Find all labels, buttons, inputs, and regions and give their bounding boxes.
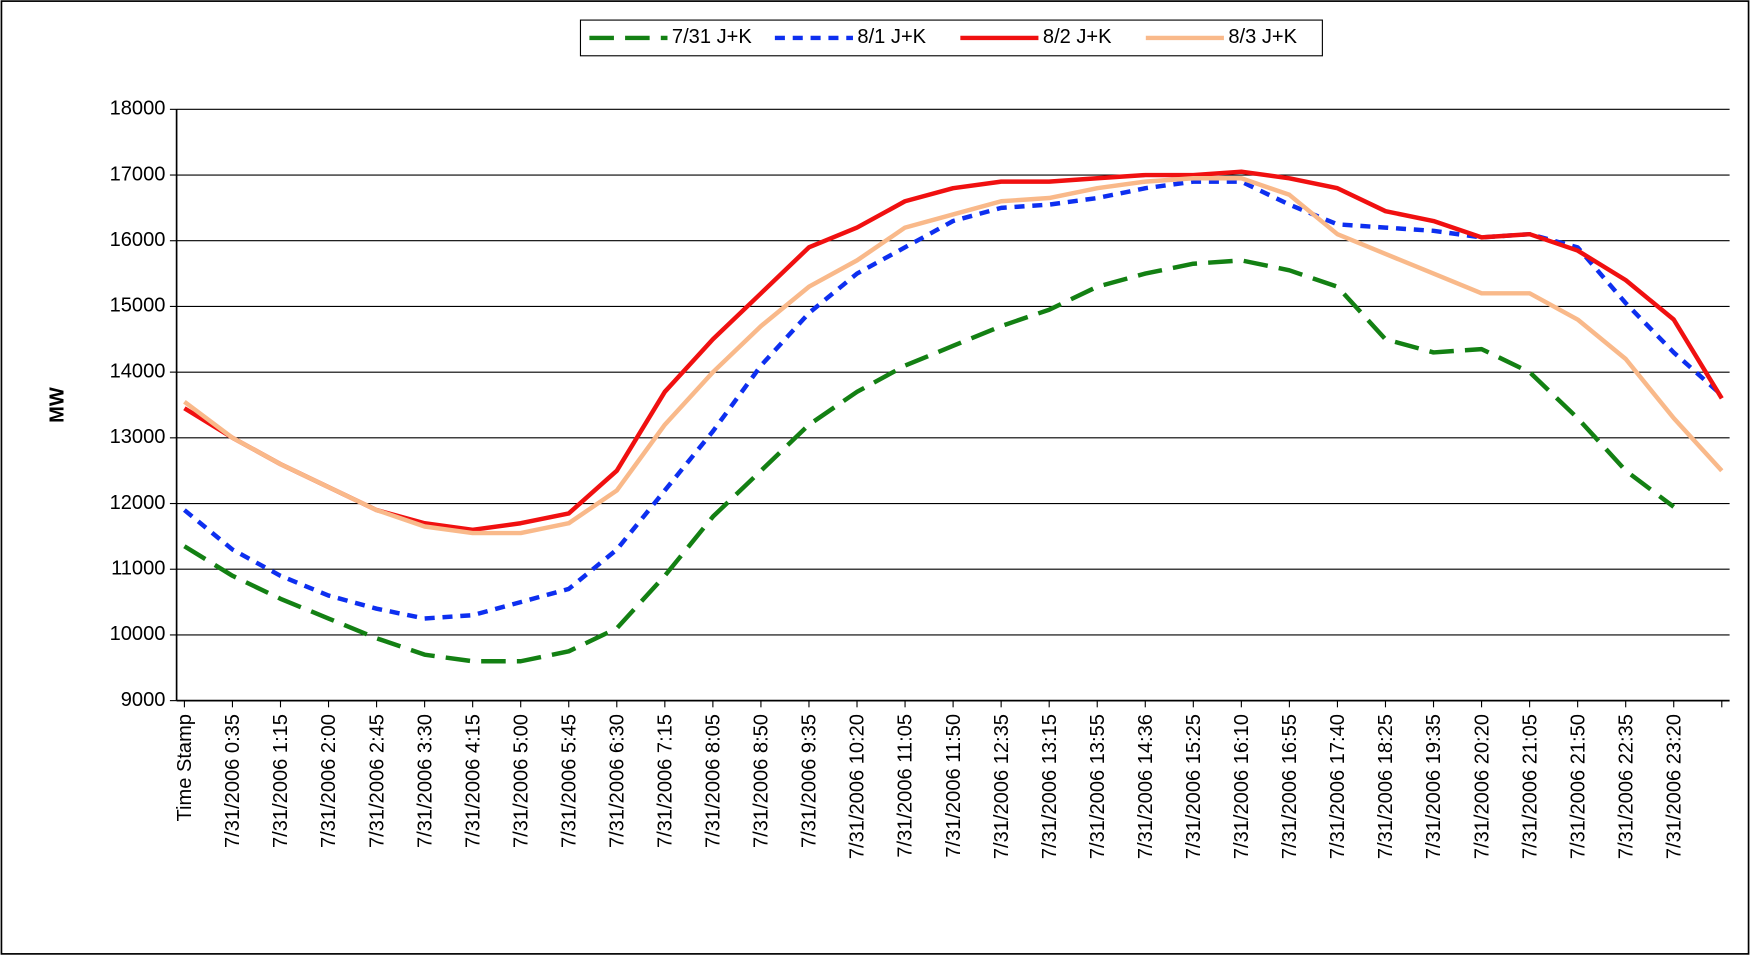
x-tick-label: 7/31/2006 8:50 <box>751 714 773 848</box>
x-tick-label: 7/31/2006 2:45 <box>366 714 388 848</box>
x-tick-label: 7/31/2006 12:35 <box>991 714 1013 859</box>
x-tick-label: 7/31/2006 3:30 <box>414 714 436 848</box>
y-tick-label: 16000 <box>110 229 166 251</box>
x-tick-label: 7/31/2006 8:05 <box>703 714 725 848</box>
y-tick-label: 12000 <box>110 492 166 514</box>
x-tick-label: 7/31/2006 5:45 <box>558 714 580 848</box>
y-tick-label: 11000 <box>111 558 165 580</box>
x-tick-label: 7/31/2006 5:00 <box>510 714 532 848</box>
x-tick-label: 7/31/2006 14:36 <box>1135 714 1157 859</box>
x-tick-label: 7/31/2006 21:05 <box>1519 714 1541 859</box>
series-line <box>183 169 1724 533</box>
x-tick-label: 7/31/2006 13:55 <box>1087 714 1109 859</box>
legend-label: 8/3 J+K <box>1228 26 1297 48</box>
y-tick-label: 17000 <box>110 163 166 185</box>
y-tick-label: 15000 <box>110 295 166 317</box>
x-tick-label: 7/31/2006 6:30 <box>606 714 628 848</box>
x-tick-label: 7/31/2006 4:15 <box>462 714 484 848</box>
legend-label: 8/1 J+K <box>857 26 926 48</box>
y-tick-label: 10000 <box>110 623 166 645</box>
y-tick-label: 14000 <box>110 360 166 382</box>
x-tick-label: 7/31/2006 0:35 <box>222 714 244 848</box>
x-tick-label: 7/31/2006 17:40 <box>1327 714 1349 859</box>
x-tick-label: 7/31/2006 18:25 <box>1375 714 1397 859</box>
y-axis-label: MW <box>47 387 69 423</box>
x-tick-label: 7/31/2006 9:35 <box>799 714 821 848</box>
x-tick-label: 7/31/2006 2:00 <box>318 714 340 848</box>
x-tick-label: 7/31/2006 21:50 <box>1567 714 1589 859</box>
x-tick-label: 7/31/2006 20:20 <box>1471 714 1493 859</box>
series-line <box>183 176 1724 536</box>
series-line <box>183 258 1676 664</box>
y-tick-label: 9000 <box>121 689 166 711</box>
x-tick-label: 7/31/2006 11:05 <box>895 714 917 858</box>
x-tick-label: 7/31/2006 16:10 <box>1231 714 1253 859</box>
legend-label: 8/2 J+K <box>1043 26 1112 48</box>
legend-label: 7/31 J+K <box>672 26 752 48</box>
x-tick-label: 7/31/2006 22:35 <box>1615 714 1637 859</box>
x-tick-label: 7/31/2006 19:35 <box>1423 714 1445 859</box>
x-tick-label: 7/31/2006 10:20 <box>847 714 869 859</box>
x-tick-label: 7/31/2006 23:20 <box>1663 714 1685 859</box>
x-tick-label: 7/31/2006 11:50 <box>943 714 965 858</box>
x-tick-label: 7/31/2006 16:55 <box>1279 714 1301 859</box>
x-tick-label: 7/31/2006 7:15 <box>655 714 677 848</box>
x-tick-label: 7/31/2006 15:25 <box>1183 714 1205 859</box>
y-tick-label: 13000 <box>110 426 166 448</box>
y-tick-label: 18000 <box>110 98 166 120</box>
x-tick-label: 7/31/2006 1:15 <box>270 714 292 848</box>
x-tick-label: Time Stamp <box>174 714 196 821</box>
series-line <box>182 179 1724 621</box>
x-tick-label: 7/31/2006 13:15 <box>1039 714 1061 859</box>
